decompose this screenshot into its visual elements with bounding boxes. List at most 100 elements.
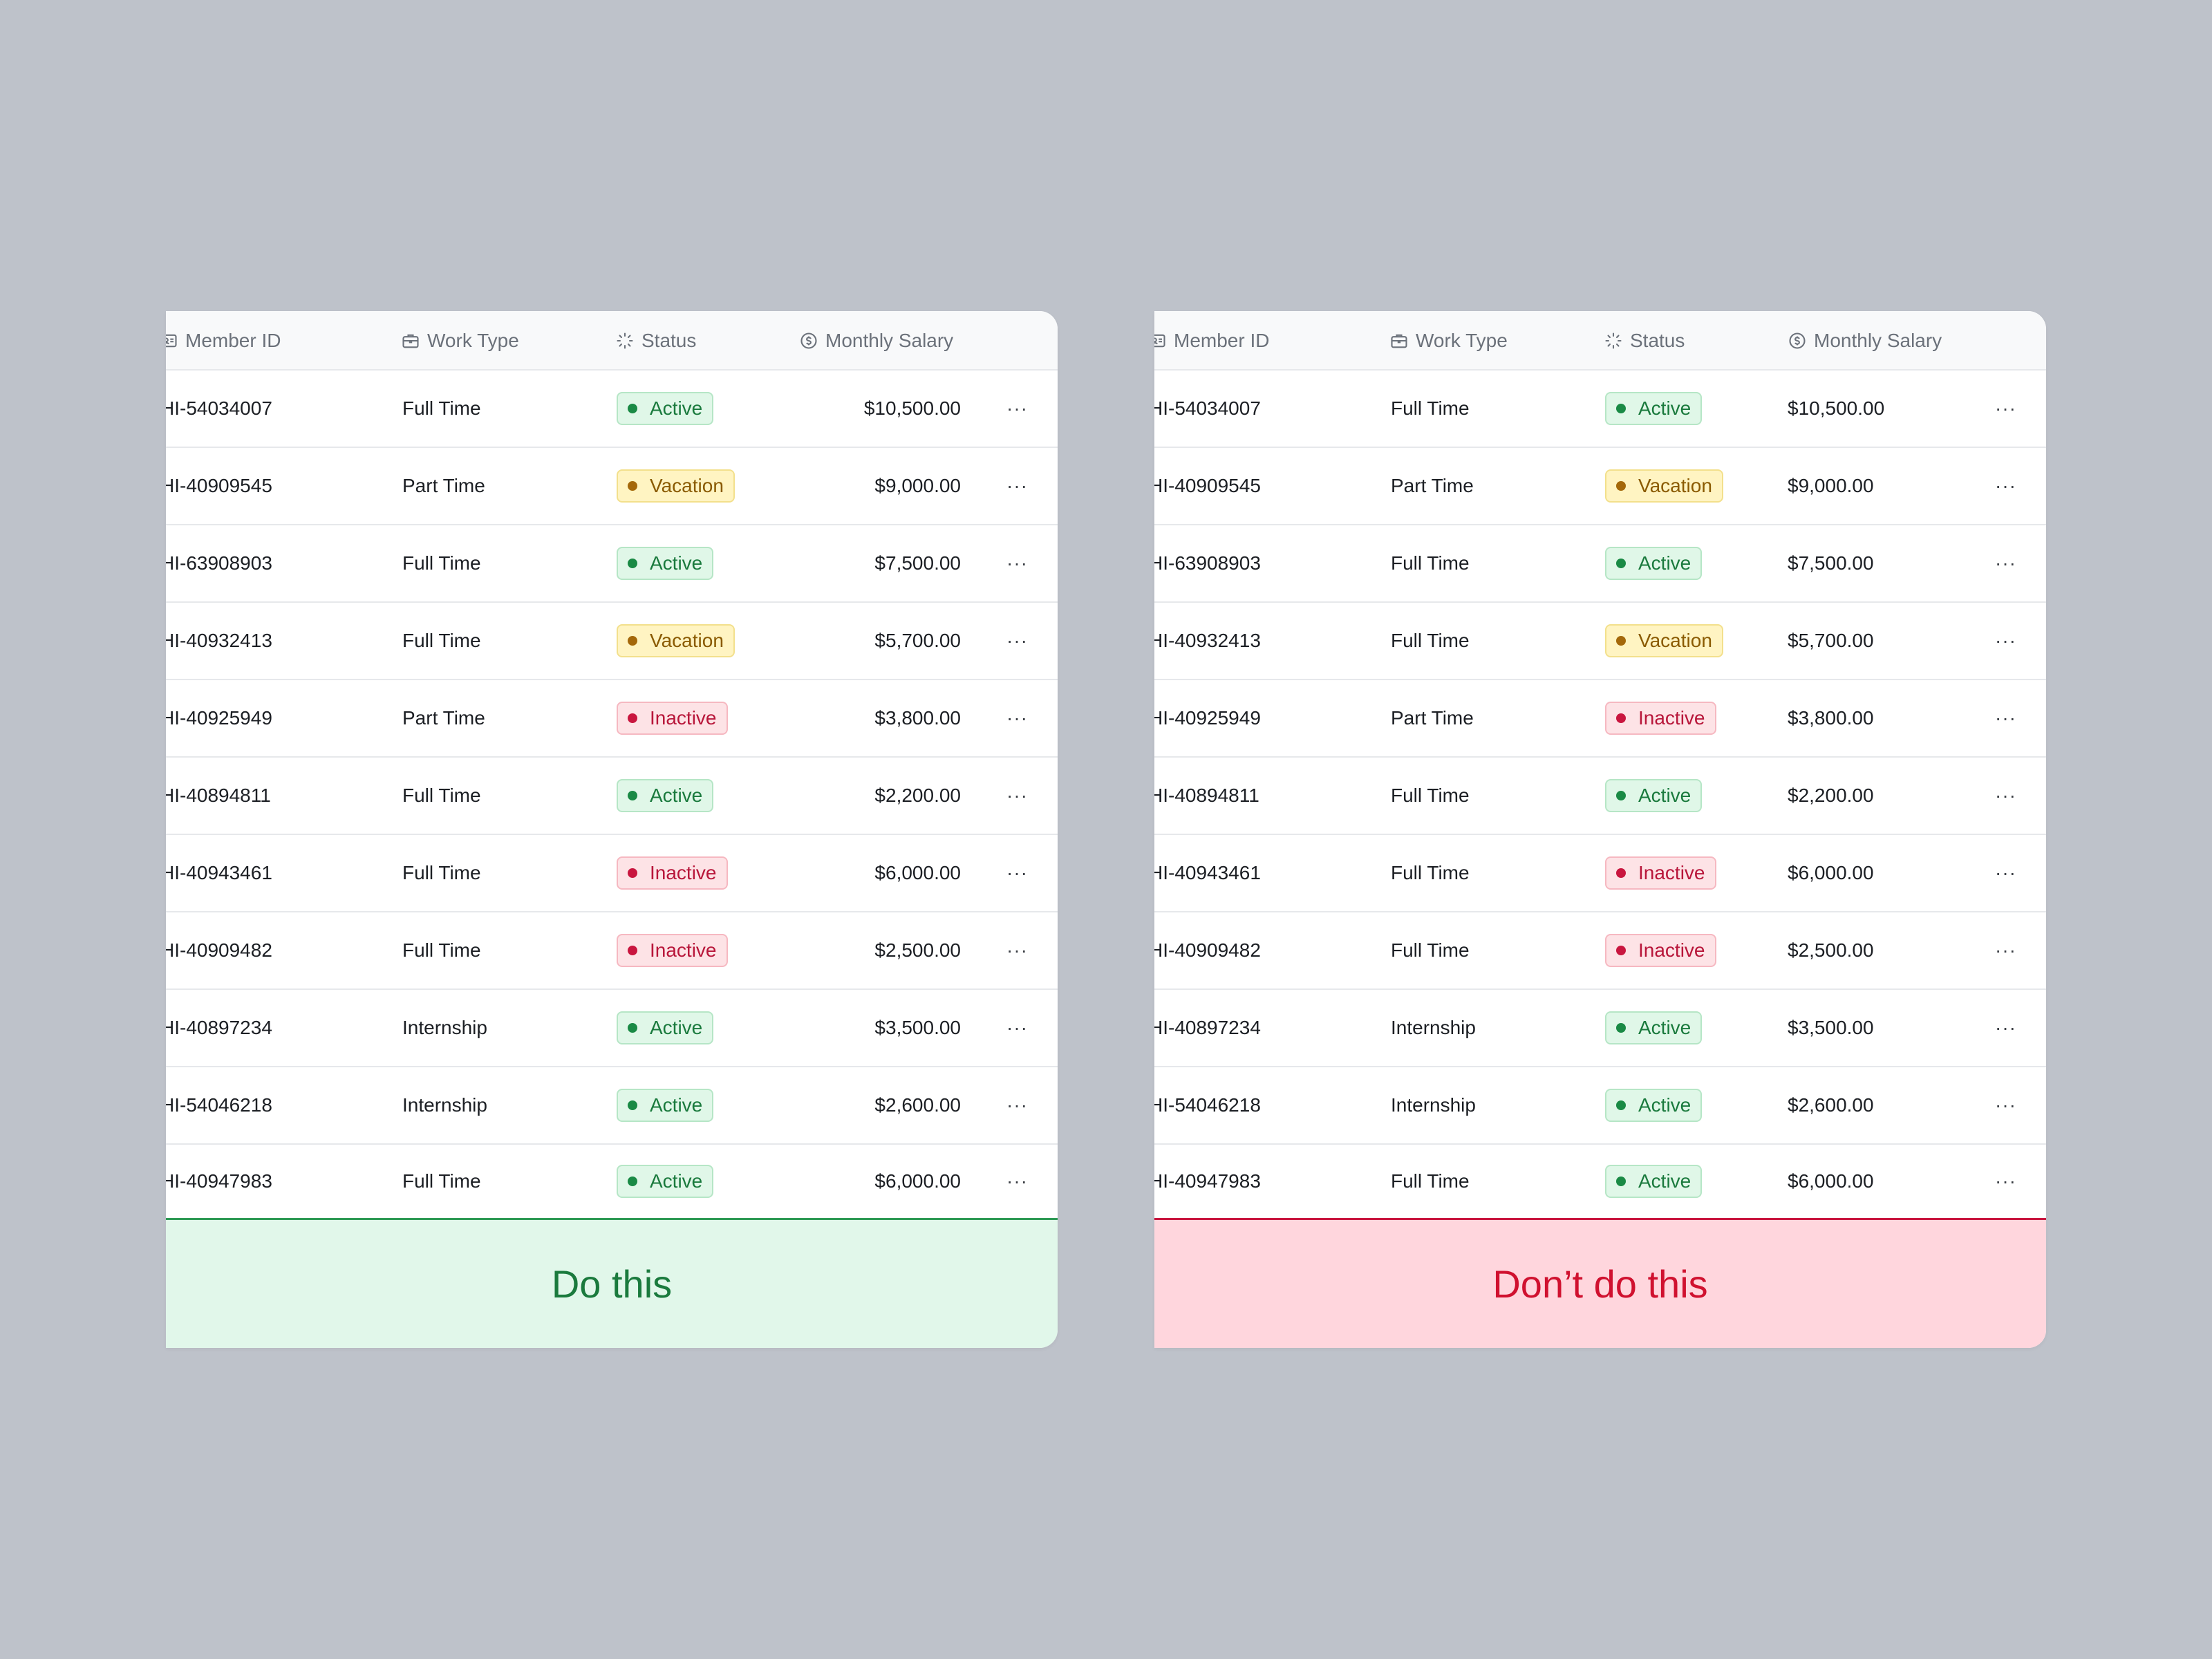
member-id-cell: HI-63908903 — [166, 552, 272, 574]
status-dot-icon — [1616, 1100, 1626, 1110]
more-horizontal-icon[interactable]: ··· — [1006, 785, 1028, 806]
more-horizontal-icon[interactable]: ··· — [1006, 1170, 1028, 1192]
table-row[interactable]: HI-40932413 Full Time Vacation $5,700.00 ··· — [1154, 603, 2046, 680]
monthly-salary-cell: $6,000.00 — [874, 862, 961, 883]
more-horizontal-icon[interactable]: ··· — [1995, 862, 2016, 883]
more-horizontal-icon[interactable]: ··· — [1995, 630, 2016, 651]
status-badge: Vacation — [617, 469, 735, 503]
monthly-salary-cell: $3,500.00 — [1788, 1017, 1874, 1038]
column-header-status[interactable]: Status — [1604, 311, 1685, 371]
monthly-salary-cell: $6,000.00 — [874, 1170, 961, 1192]
more-horizontal-icon[interactable]: ··· — [1006, 939, 1028, 961]
dollar-circle-icon — [799, 331, 818, 350]
monthly-salary-cell: $2,600.00 — [874, 1094, 961, 1116]
table-row[interactable]: HI-40909482 Full Time Inactive $2,500.00 ··· — [1154, 912, 2046, 990]
status-cell: Active — [1605, 990, 1703, 1066]
more-horizontal-icon[interactable]: ··· — [1006, 552, 1028, 574]
column-header-label: Work Type — [1416, 330, 1508, 351]
table-row[interactable]: HI-54046218 Internship Active $2,600.00 ··· — [166, 1067, 1058, 1145]
work-type-cell: Full Time — [1391, 862, 1470, 883]
column-header-member-id[interactable]: Member ID — [1154, 311, 1269, 371]
status-cell: Active — [617, 1145, 714, 1218]
more-horizontal-icon[interactable]: ··· — [1006, 1094, 1028, 1116]
table-row[interactable]: HI-40925949 Part Time Inactive $3,800.00 ··· — [166, 680, 1058, 758]
table-row[interactable]: HI-40897234 Internship Active $3,500.00 ··· — [166, 990, 1058, 1067]
more-horizontal-icon[interactable]: ··· — [1006, 397, 1028, 419]
dont-do-this-label: Don’t do this — [1154, 1218, 2046, 1348]
member-id-cell: HI-40909482 — [1154, 939, 1261, 961]
member-id-cell: HI-40894811 — [166, 785, 271, 806]
more-horizontal-icon[interactable]: ··· — [1995, 785, 2016, 806]
table-row[interactable]: HI-40943461 Full Time Inactive $6,000.00 ··· — [166, 835, 1058, 912]
more-horizontal-icon[interactable]: ··· — [1995, 707, 2016, 729]
table-row[interactable]: HI-40909545 Part Time Vacation $9,000.00 ··· — [166, 448, 1058, 525]
column-header-member-id[interactable]: Member ID — [166, 311, 281, 371]
table-row[interactable]: HI-54046218 Internship Active $2,600.00 ··· — [1154, 1067, 2046, 1145]
more-horizontal-icon[interactable]: ··· — [1006, 1017, 1028, 1038]
table-row[interactable]: HI-40897234 Internship Active $3,500.00 ··· — [1154, 990, 2046, 1067]
table-row[interactable]: HI-40894811 Full Time Active $2,200.00 ··· — [166, 758, 1058, 835]
work-type-cell: Full Time — [402, 630, 481, 651]
status-badge-label: Vacation — [1638, 630, 1712, 651]
column-header-monthly-salary[interactable]: Monthly Salary — [799, 311, 953, 371]
table-header: Member ID Work Type Status Monthly Salar… — [166, 311, 1058, 371]
more-horizontal-icon[interactable]: ··· — [1006, 862, 1028, 883]
work-type-cell: Full Time — [402, 862, 481, 883]
status-cell: Active — [1605, 1145, 1703, 1218]
status-cell: Active — [617, 1067, 714, 1143]
status-badge-label: Inactive — [1638, 707, 1705, 729]
status-dot-icon — [1616, 481, 1626, 491]
more-horizontal-icon[interactable]: ··· — [1995, 1017, 2016, 1038]
more-horizontal-icon[interactable]: ··· — [1995, 1094, 2016, 1116]
monthly-salary-cell: $5,700.00 — [874, 630, 961, 651]
more-horizontal-icon[interactable]: ··· — [1995, 475, 2016, 496]
more-horizontal-icon[interactable]: ··· — [1006, 630, 1028, 651]
table-row[interactable]: HI-54034007 Full Time Active $10,500.00 ··· — [166, 371, 1058, 448]
status-dot-icon — [1616, 636, 1626, 646]
more-horizontal-icon[interactable]: ··· — [1995, 397, 2016, 419]
table-row[interactable]: HI-40947983 Full Time Active $6,000.00 ··· — [1154, 1145, 2046, 1218]
table-row[interactable]: HI-40947983 Full Time Active $6,000.00 ··· — [166, 1145, 1058, 1218]
status-badge: Vacation — [1605, 469, 1723, 503]
table-row[interactable]: HI-40943461 Full Time Inactive $6,000.00 ··· — [1154, 835, 2046, 912]
status-cell: Inactive — [1605, 680, 1716, 756]
status-dot-icon — [628, 868, 637, 878]
table-row[interactable]: HI-63908903 Full Time Active $7,500.00 ··· — [166, 525, 1058, 603]
table-row[interactable]: HI-40925949 Part Time Inactive $3,800.00 ··· — [1154, 680, 2046, 758]
column-header-status[interactable]: Status — [615, 311, 696, 371]
status-cell: Vacation — [617, 448, 735, 524]
monthly-salary-cell: $9,000.00 — [874, 475, 961, 496]
more-horizontal-icon[interactable]: ··· — [1995, 939, 2016, 961]
status-badge: Active — [1605, 547, 1703, 580]
table-row[interactable]: HI-40894811 Full Time Active $2,200.00 ··· — [1154, 758, 2046, 835]
more-horizontal-icon[interactable]: ··· — [1006, 707, 1028, 729]
status-badge-label: Vacation — [650, 475, 724, 496]
status-badge-label: Inactive — [1638, 939, 1705, 961]
status-cell: Active — [1605, 758, 1703, 834]
status-badge-label: Active — [1638, 1017, 1691, 1038]
status-badge: Inactive — [617, 934, 728, 967]
table-row[interactable]: HI-40909482 Full Time Inactive $2,500.00 ··· — [166, 912, 1058, 990]
work-type-cell: Full Time — [1391, 939, 1470, 961]
work-type-cell: Internship — [402, 1017, 487, 1038]
column-header-work-type[interactable]: Work Type — [401, 311, 519, 371]
work-type-cell: Internship — [402, 1094, 487, 1116]
table-row[interactable]: HI-40909545 Part Time Vacation $9,000.00 ··· — [1154, 448, 2046, 525]
status-badge: Active — [1605, 1089, 1703, 1122]
table-row[interactable]: HI-40932413 Full Time Vacation $5,700.00 ··· — [166, 603, 1058, 680]
status-badge-label: Active — [650, 785, 703, 806]
column-header-work-type[interactable]: Work Type — [1389, 311, 1508, 371]
monthly-salary-cell: $7,500.00 — [874, 552, 961, 574]
more-horizontal-icon[interactable]: ··· — [1006, 475, 1028, 496]
column-header-monthly-salary[interactable]: Monthly Salary — [1788, 311, 1942, 371]
status-dot-icon — [628, 481, 637, 491]
more-horizontal-icon[interactable]: ··· — [1995, 552, 2016, 574]
table-body: HI-54034007 Full Time Active $10,500.00 ··· H… — [166, 371, 1058, 1218]
more-horizontal-icon[interactable]: ··· — [1995, 1170, 2016, 1192]
status-badge-label: Active — [650, 1017, 703, 1038]
column-header-label: Monthly Salary — [825, 330, 954, 351]
table-row[interactable]: HI-63908903 Full Time Active $7,500.00 ··· — [1154, 525, 2046, 603]
status-dot-icon — [628, 404, 637, 413]
status-dot-icon — [628, 636, 637, 646]
table-row[interactable]: HI-54034007 Full Time Active $10,500.00 ··· — [1154, 371, 2046, 448]
